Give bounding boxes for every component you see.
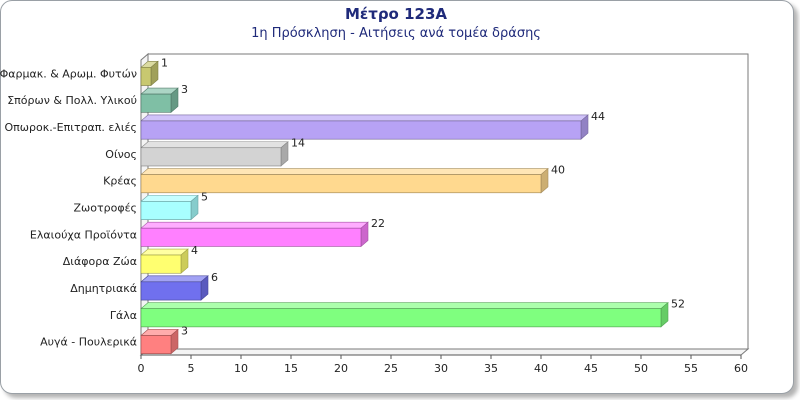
x-axis: 0 5 10 15 20 25 30 35 40 45 50 55 60 [138,354,748,375]
plot-floor [139,348,750,356]
category-label: Οπωροκ.-Επιτραπ. ελιές [5,121,138,134]
chart-subtitle: 1η Πρόσκληση - Αιτήσεις ανά τομέα δράσης [251,26,541,41]
bar-front-face [140,66,152,86]
x-tick-label: 20 [334,362,348,375]
bar-top-face [140,114,589,122]
x-tick-label: 5 [188,362,195,375]
category-label: Γάλα [110,309,137,322]
bar-front-face [140,120,582,140]
bar-top-face [140,221,369,229]
category-labels: Φαρμακ. & Αρωμ. Φυτών Σπόρων & Πολλ. Υλικ… [0,67,137,348]
x-tick-label: 40 [534,362,548,375]
category-label: Σπόρων & Πολλ. Υλικού [7,94,137,107]
x-tick-label: 0 [138,362,145,375]
value-label: 4 [191,244,198,257]
bar-8 [140,248,189,274]
bar-7 [140,221,369,248]
category-label: Φαρμακ. & Αρωμ. Φυτών [0,67,137,80]
value-label: 44 [591,110,605,123]
bar-5 [140,167,549,194]
value-label: 52 [671,298,685,311]
bar-1 [140,60,159,87]
category-label: Ζωοτροφές [74,202,137,215]
value-labels: 1 3 44 14 40 5 22 4 6 52 3 [161,56,685,337]
bar-front-face [140,174,542,194]
x-tick-label: 45 [584,362,598,375]
x-tick-label: 50 [634,362,648,375]
bar-2 [140,87,179,113]
x-tick-label: 10 [234,362,248,375]
bar-top-face [140,168,549,175]
bars-group [140,60,669,355]
bar-top-face [140,302,669,309]
x-tick-label: 55 [684,362,698,375]
value-label: 40 [551,164,565,177]
bar-top-face [140,275,209,283]
value-label: 14 [291,137,305,150]
value-label: 1 [161,56,168,69]
bar-front-face [140,201,192,220]
x-tick-label: 30 [434,362,448,375]
category-label: Κρέας [103,175,137,188]
bar-4 [140,141,289,167]
bar-front-face [140,93,172,113]
bar-front-face [140,335,172,355]
value-label: 5 [201,190,208,203]
category-label: Ελαιούχα Προϊόντα [30,228,137,241]
bar-front-face [140,254,182,274]
category-label: Δημητριακά [70,282,137,295]
bar-top-face [140,195,199,202]
value-label: 22 [371,217,385,230]
x-tick-label: 15 [284,362,298,375]
x-tick-label: 60 [734,362,748,375]
bar-front-face [140,147,282,167]
category-label: Διάφορα Ζώα [63,255,137,268]
chart-title: Μέτρο 123Α [344,5,448,23]
value-label: 6 [211,271,218,284]
bar-3 [140,114,589,140]
bar-9 [140,275,209,301]
bar-top-face [140,248,189,256]
value-label: 3 [181,324,188,337]
category-label: Οίνος [105,148,137,161]
bar-11 [140,328,179,355]
bar-6 [140,194,199,221]
value-label: 3 [181,83,188,96]
bar-10 [140,302,669,328]
category-label: Αυγά - Πουλερικά [40,336,137,349]
x-tick-label: 35 [484,362,498,375]
bar-front-face [140,281,202,301]
bar-front-face [140,227,362,247]
x-tick-label: 25 [384,362,398,375]
bar-top-face [140,141,289,149]
bar-front-face [140,308,662,328]
